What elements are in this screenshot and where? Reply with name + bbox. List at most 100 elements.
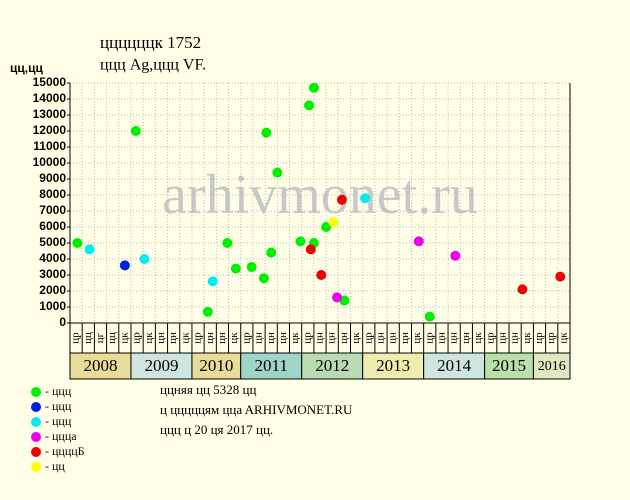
point bbox=[72, 238, 83, 248]
point bbox=[84, 244, 95, 255]
month-label: цн bbox=[265, 332, 277, 344]
year-label: 2014 bbox=[437, 356, 472, 375]
month-label: цн bbox=[435, 332, 447, 344]
chart-title: ццццццк 1752 bbox=[100, 33, 201, 52]
year-label: 2015 bbox=[492, 356, 526, 375]
month-label: цк bbox=[411, 332, 423, 344]
point bbox=[517, 284, 528, 295]
year-label: 2013 bbox=[376, 356, 410, 375]
month-label: цр bbox=[240, 332, 252, 344]
point bbox=[332, 292, 343, 303]
point bbox=[304, 100, 315, 111]
y-tick-label: 5000 bbox=[39, 235, 66, 249]
month-label: цк bbox=[143, 332, 155, 344]
legend-label: - ццц bbox=[45, 384, 72, 398]
point bbox=[321, 222, 332, 232]
month-label: цц bbox=[106, 332, 118, 344]
legend-marker bbox=[31, 402, 41, 412]
point bbox=[207, 276, 218, 287]
legend-marker bbox=[31, 447, 41, 457]
year-cell bbox=[484, 352, 534, 380]
month-label: цк bbox=[289, 332, 301, 344]
y-tick-label: 14000 bbox=[33, 91, 67, 105]
point bbox=[413, 236, 424, 247]
point bbox=[316, 270, 327, 280]
month-label: цр bbox=[131, 332, 143, 344]
month-label: цн bbox=[314, 332, 326, 344]
month-label: цр bbox=[362, 332, 374, 344]
month-label: цн bbox=[460, 332, 472, 344]
y-tick-label: 7000 bbox=[39, 203, 66, 217]
month-label: цн bbox=[387, 332, 399, 344]
month-label: цн bbox=[204, 332, 216, 344]
month-label: цк bbox=[472, 332, 484, 344]
point bbox=[202, 306, 213, 317]
month-label: цк bbox=[557, 332, 569, 344]
year-cell bbox=[130, 352, 193, 380]
chart-subtitle: ццц Ag,ццц VF. bbox=[100, 57, 206, 74]
y-tick-label: 1000 bbox=[39, 299, 66, 313]
legend-marker bbox=[31, 387, 41, 397]
month-label: цр bbox=[423, 332, 435, 344]
point bbox=[119, 260, 130, 271]
month-label: цр bbox=[545, 332, 557, 344]
month-label: цн bbox=[155, 332, 167, 344]
point bbox=[272, 167, 283, 178]
month-label: цр bbox=[484, 332, 496, 344]
year-label: 2011 bbox=[255, 356, 288, 375]
y-tick-label: 3000 bbox=[39, 267, 66, 281]
year-cell bbox=[532, 352, 571, 380]
point bbox=[424, 311, 435, 322]
legend-label: - ццц bbox=[45, 414, 72, 428]
month-label: цр bbox=[301, 332, 313, 344]
legend-label: - ццц bbox=[45, 399, 72, 413]
legend-label: - ццццБ bbox=[45, 444, 85, 458]
note: ццц ц 20 ця 2017 цц. bbox=[160, 422, 273, 437]
month-label: цн bbox=[448, 332, 460, 344]
point bbox=[261, 127, 272, 138]
month-label: цр bbox=[533, 332, 545, 344]
year-cell bbox=[423, 352, 486, 380]
point bbox=[295, 236, 306, 247]
point bbox=[266, 247, 277, 258]
month-label: цк bbox=[350, 332, 362, 344]
year-cell bbox=[191, 352, 242, 380]
month-label: цн bbox=[375, 332, 387, 344]
month-label: цк bbox=[118, 332, 130, 344]
legend-label: - цц bbox=[45, 459, 65, 473]
note: ц цццццям ццa ARHIVMONET.RU bbox=[160, 402, 353, 417]
y-tick-label: 10000 bbox=[33, 155, 67, 169]
note: ццняя цц 5328 цц bbox=[160, 382, 256, 397]
point bbox=[130, 126, 141, 136]
month-label: цк bbox=[228, 332, 240, 344]
point bbox=[305, 244, 316, 255]
point bbox=[246, 262, 257, 272]
month-label: цн bbox=[496, 332, 508, 344]
point bbox=[230, 263, 241, 274]
month-label: цн bbox=[216, 332, 228, 344]
legend-marker bbox=[31, 417, 41, 427]
y-tick-label: 12000 bbox=[33, 123, 67, 137]
point bbox=[555, 271, 566, 282]
month-label: цн bbox=[326, 332, 338, 344]
month-label: цн bbox=[338, 332, 350, 344]
point bbox=[360, 193, 371, 204]
year-label: 2016 bbox=[538, 359, 566, 374]
point bbox=[139, 254, 150, 264]
y-tick-label: 8000 bbox=[39, 187, 66, 201]
year-label: 2009 bbox=[144, 356, 178, 375]
point bbox=[222, 238, 233, 248]
year-cell bbox=[362, 352, 425, 380]
y-tick-label: 4000 bbox=[39, 251, 66, 265]
year-label: 2008 bbox=[83, 356, 117, 375]
legend-label: - цццa bbox=[45, 429, 77, 443]
month-label: цн bbox=[399, 332, 411, 344]
y-tick-label: 13000 bbox=[33, 107, 67, 121]
point bbox=[336, 194, 347, 205]
year-cell bbox=[240, 352, 303, 380]
y-tick-label: 15000 bbox=[33, 75, 67, 89]
month-label: цн bbox=[509, 332, 521, 344]
y-tick-label: 2000 bbox=[39, 283, 66, 297]
point bbox=[308, 82, 319, 93]
